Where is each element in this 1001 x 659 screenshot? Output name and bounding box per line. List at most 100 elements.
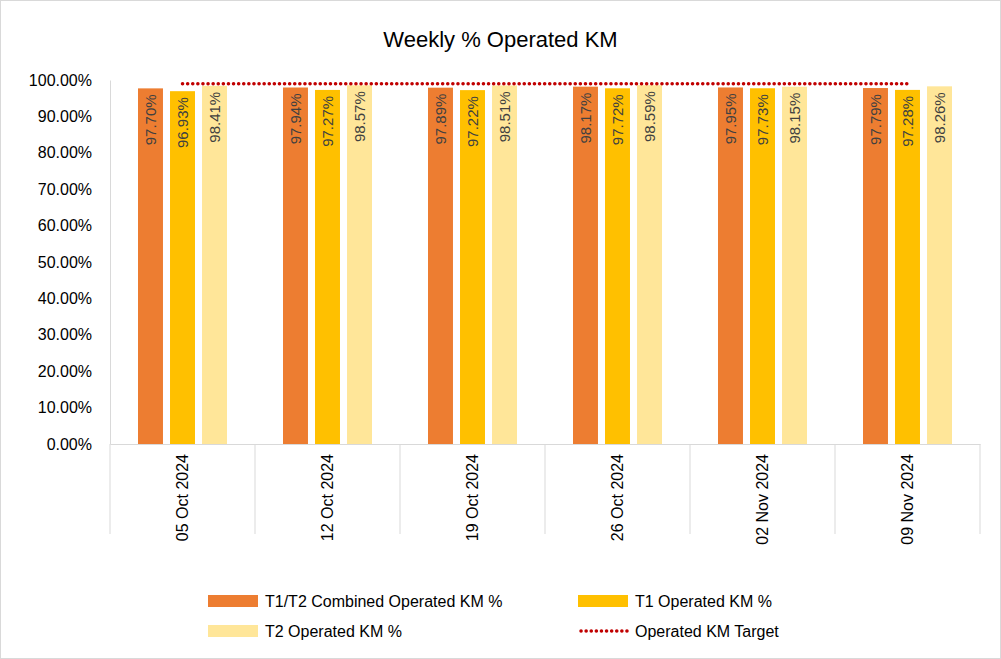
- y-tick-label: 30.00%: [38, 326, 92, 343]
- legend-label: T1/T2 Combined Operated KM %: [265, 593, 502, 610]
- x-tick: 02 Nov 2024: [754, 444, 771, 545]
- bar: [170, 91, 195, 444]
- title: Weekly % Operated KM: [383, 27, 617, 52]
- legend-label: Operated KM Target: [635, 623, 779, 640]
- category-separator: [255, 444, 256, 534]
- y-tick: 70.00%: [38, 181, 110, 198]
- y-tick: 60.00%: [38, 217, 110, 234]
- y-tick-label: 40.00%: [38, 290, 92, 307]
- y-tick-label: 80.00%: [38, 144, 92, 161]
- y-tick-label: 90.00%: [38, 108, 92, 125]
- data-label: 97.27%: [319, 96, 336, 147]
- category-separator: [545, 444, 546, 534]
- y-tick: 50.00%: [38, 254, 110, 271]
- legend-item: T2 Operated KM %: [208, 623, 402, 640]
- x-tick: 19 Oct 2024: [464, 444, 481, 541]
- y-axis-line: [110, 81, 111, 445]
- bar: [782, 87, 807, 444]
- category-separator: [400, 444, 401, 534]
- bar: [347, 85, 372, 444]
- y-tick-label: 60.00%: [38, 217, 92, 234]
- bar: [492, 85, 517, 444]
- bar-series: [202, 85, 952, 444]
- category-separator: [835, 444, 836, 534]
- legend-swatch: [581, 629, 628, 633]
- data-label: 97.70%: [142, 94, 159, 145]
- bar: [718, 87, 743, 444]
- x-tick: 26 Oct 2024: [609, 444, 626, 541]
- legend-swatch: [578, 595, 628, 607]
- y-tick: 80.00%: [38, 144, 110, 161]
- legend-item: T1 Operated KM %: [578, 593, 772, 610]
- y-tick: 20.00%: [38, 363, 110, 380]
- chart: Weekly % Operated KM 0.00% 10.00% 20.00% 30.…: [0, 0, 1001, 659]
- legend: T1/T2 Combined Operated KM % T1 Operated …: [208, 593, 779, 640]
- y-tick-label: 10.00%: [38, 399, 92, 416]
- data-label: 98.41%: [206, 92, 223, 143]
- data-label: 97.95%: [722, 93, 739, 144]
- category-separator: [110, 444, 111, 534]
- data-label: 98.57%: [351, 91, 368, 142]
- x-tick-label: 19 Oct 2024: [464, 454, 481, 541]
- y-tick-label: 0.00%: [47, 436, 92, 453]
- x-axis: 05 Oct 2024 12 Oct 2024 19 Oct 2024 26 Oct …: [111, 444, 981, 545]
- x-tick: 09 Nov 2024: [899, 444, 916, 545]
- bar: [573, 87, 598, 444]
- bar: [283, 87, 308, 444]
- x-tick-label: 05 Oct 2024: [174, 454, 191, 541]
- category-separator: [980, 444, 981, 534]
- data-label: 98.15%: [786, 93, 803, 144]
- bar: [750, 88, 775, 444]
- y-tick: 40.00%: [38, 290, 110, 307]
- data-label: 96.93%: [174, 97, 191, 148]
- target-line: [183, 82, 908, 86]
- bar: [460, 90, 485, 444]
- legend-label: T2 Operated KM %: [265, 623, 402, 640]
- bar: [428, 88, 453, 444]
- y-tick: 90.00%: [38, 108, 110, 125]
- data-label: 98.51%: [496, 91, 513, 142]
- y-tick: 10.00%: [38, 399, 110, 416]
- data-label: 97.73%: [754, 94, 771, 145]
- bar: [637, 85, 662, 444]
- y-tick-label: 100.00%: [29, 72, 92, 89]
- data-label: 97.94%: [287, 93, 304, 144]
- x-tick: 05 Oct 2024: [174, 444, 191, 541]
- legend-swatch: [208, 625, 258, 637]
- bar: [863, 88, 888, 444]
- data-label: 98.59%: [641, 91, 658, 142]
- y-tick: 0.00%: [47, 436, 110, 453]
- plot-area: [138, 84, 952, 444]
- x-tick-label: 26 Oct 2024: [609, 454, 626, 541]
- bar: [605, 88, 630, 444]
- data-label: 98.26%: [931, 92, 948, 143]
- y-tick-label: 50.00%: [38, 254, 92, 271]
- bar: [202, 86, 227, 444]
- x-tick-label: 12 Oct 2024: [319, 454, 336, 541]
- bar-series: [170, 88, 920, 444]
- y-tick-label: 20.00%: [38, 363, 92, 380]
- x-tick-label: 02 Nov 2024: [754, 454, 771, 545]
- data-label: 97.79%: [867, 94, 884, 145]
- bar: [927, 86, 952, 444]
- y-tick: 100.00%: [29, 72, 110, 89]
- legend-label: T1 Operated KM %: [635, 593, 772, 610]
- bar: [895, 90, 920, 444]
- data-label: 97.22%: [464, 96, 481, 147]
- x-tick: 12 Oct 2024: [319, 444, 336, 541]
- data-label: 97.89%: [432, 94, 449, 145]
- category-separator: [690, 444, 691, 534]
- bar: [315, 90, 340, 444]
- chart-border: [1, 1, 1001, 659]
- data-labels: 97.70% 97.94% 97.89% 98.17% 97.95% 97.79% 96.9…: [142, 91, 948, 148]
- y-tick-label: 70.00%: [38, 181, 92, 198]
- data-label: 97.72%: [609, 94, 626, 145]
- legend-item: Operated KM Target: [581, 623, 779, 640]
- data-label: 97.28%: [899, 96, 916, 147]
- legend-item: T1/T2 Combined Operated KM %: [208, 593, 502, 610]
- data-label: 98.17%: [577, 93, 594, 144]
- x-tick-label: 09 Nov 2024: [899, 454, 916, 545]
- y-tick: 30.00%: [38, 326, 110, 343]
- legend-swatch: [208, 595, 258, 607]
- y-axis: 0.00% 10.00% 20.00% 30.00% 40.00% 50.00% 60.00…: [29, 72, 111, 453]
